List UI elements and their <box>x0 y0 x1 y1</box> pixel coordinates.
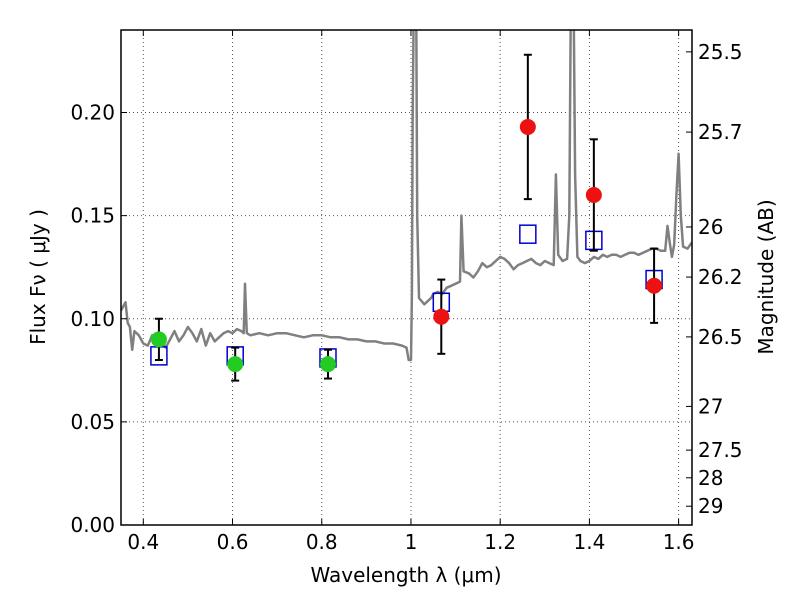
right-tick-label: 27.5 <box>698 438 743 462</box>
nir-data-point <box>519 118 536 135</box>
x-tick-label: 0.4 <box>127 530 159 554</box>
x-tick-label: 0.6 <box>217 530 249 554</box>
x-tick-label: 0.8 <box>306 530 338 554</box>
right-tick-label: 26 <box>698 215 723 239</box>
right-tick-label: 25.5 <box>698 40 743 64</box>
y-axis-label: Flux Fν ( μJy ) <box>26 209 50 345</box>
right-tick-label: 25.7 <box>698 120 743 144</box>
nir-data-point <box>646 277 663 294</box>
y-tick-label: 0.10 <box>70 307 115 331</box>
plot-frame <box>120 29 693 526</box>
right-tick-label: 26.2 <box>698 265 743 289</box>
x-tick-label: 1 <box>405 530 418 554</box>
axes-frame <box>120 29 693 526</box>
y-tick-label: 0.05 <box>70 410 115 434</box>
x-tick-label: 1.4 <box>573 530 605 554</box>
right-tick-label: 28 <box>698 466 723 490</box>
y-tick-label: 0.15 <box>70 204 115 228</box>
right-tick-label: 26.5 <box>698 325 743 349</box>
x-tick-label: 1.6 <box>663 530 695 554</box>
right-axis-label: Magnitude (AB) <box>754 199 778 354</box>
optical-data-point <box>227 356 244 373</box>
model-sed-line <box>121 30 692 362</box>
grid-lines <box>121 30 692 526</box>
optical-data-point <box>319 356 336 373</box>
x-axis-label: Wavelength λ (μm) <box>310 563 501 587</box>
tick-labels: 0.4 0.6 0.8 1 1.2 1.4 1.6 0.00 0.05 0.10 0.15 0.20 2… <box>70 40 742 554</box>
plot-area <box>121 30 692 382</box>
synthetic-point <box>519 224 537 244</box>
nir-data-point <box>433 308 450 325</box>
right-tick-label: 27 <box>698 394 723 418</box>
right-tick-label: 29 <box>698 494 723 518</box>
x-tick-label: 1.2 <box>484 530 516 554</box>
y-tick-label: 0.00 <box>70 513 115 537</box>
y-tick-label: 0.20 <box>70 101 115 125</box>
nir-data-point <box>585 187 602 203</box>
optical-data-point <box>150 331 167 348</box>
